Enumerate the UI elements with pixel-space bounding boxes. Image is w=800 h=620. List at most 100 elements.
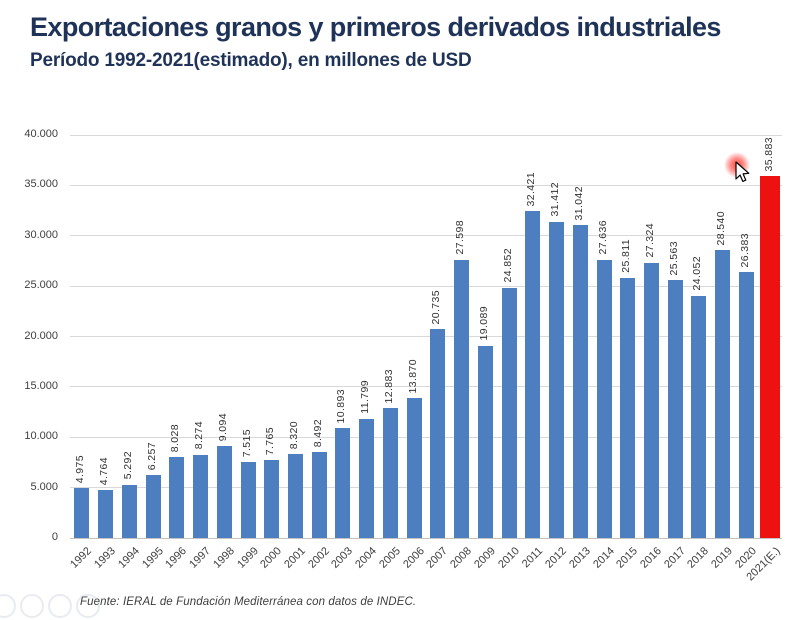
x-tick-label: 2013 [566, 545, 593, 571]
x-tick-label: 2002 [305, 545, 332, 571]
plot-area: 4.975 1992 4.764 1993 5.292 1994 6.257 1995 8.02… [69, 134, 783, 583]
bar-value-label: 10.893 [335, 388, 348, 424]
x-tick-label: 2000 [258, 545, 285, 571]
bar-2012 [549, 221, 565, 538]
bar-1998 [216, 446, 232, 538]
x-tick-label: 2011 [520, 545, 546, 571]
watermark [0, 594, 142, 620]
x-tick-label: 2016 [638, 545, 664, 571]
y-tick-label: 35.000 [24, 178, 58, 191]
gridline [70, 184, 782, 186]
gridline [70, 336, 782, 337]
bar-value-label: 24.852 [501, 248, 514, 283]
bar-value-label: 6.257 [145, 441, 158, 470]
bar-value-label: 31.412 [549, 182, 562, 217]
bar-2000 [264, 459, 280, 538]
bar-value-label: 9.094 [216, 413, 229, 442]
chart-subtitle: Período 1992-2021(estimado), en millones… [30, 50, 472, 71]
gridline [70, 235, 782, 237]
bar-2002 [311, 452, 327, 538]
gridline [70, 487, 782, 489]
gridline [70, 436, 782, 438]
bar-value-label: 27.636 [596, 220, 609, 255]
gridline [70, 386, 782, 388]
bar-1993 [98, 490, 114, 538]
bar-2008 [454, 259, 470, 538]
bar-2006 [406, 398, 422, 538]
bar-1999 [240, 462, 256, 538]
bar-value-label: 25.563 [667, 240, 680, 276]
x-tick-label: 2015 [614, 545, 641, 571]
gridline [70, 134, 782, 136]
bar-1995 [145, 474, 161, 538]
x-tick-label: 1996 [163, 545, 190, 571]
bar-2005 [382, 408, 398, 538]
bar-value-label: 27.598 [454, 220, 467, 255]
bar-value-label: 4.975 [74, 454, 87, 483]
x-tick-label: 2003 [329, 545, 356, 571]
bar-value-label: 25.811 [620, 239, 633, 273]
y-tick-label: 10.000 [24, 430, 58, 443]
bar-value-label: 26.383 [738, 232, 751, 268]
bar-value-label: 19.089 [477, 306, 490, 341]
bar-2010 [501, 287, 517, 538]
bar-value-label: 20.735 [430, 289, 443, 325]
x-tick-label: 2010 [495, 545, 522, 571]
bar-value-label: 24.052 [691, 256, 704, 291]
bar-value-label: 7.765 [264, 426, 277, 455]
x-tick-label: 2012 [543, 545, 570, 571]
y-tick-label: 15.000 [24, 379, 58, 392]
bar-value-label: 31.042 [572, 185, 585, 221]
bar-value-label: 8.274 [193, 421, 206, 450]
bar-chart: 0 5.000 10.000 15.000 20.000 25.000 30.000 35.0… [0, 108, 800, 590]
y-tick-label: 30.000 [24, 228, 58, 241]
bar-value-label: 8.320 [287, 420, 300, 450]
x-tick-label: 2019 [709, 545, 736, 571]
bar-2014 [596, 259, 612, 538]
bar-2009 [477, 345, 493, 538]
x-tick-label: 2005 [377, 545, 403, 571]
bar-value-label: 32.421 [525, 171, 538, 207]
x-tick-label: 1999 [234, 545, 261, 571]
bar-value-label: 8.028 [169, 423, 182, 453]
y-tick-label: 0 [51, 531, 58, 543]
bar-value-label: 35.883 [762, 136, 775, 172]
y-tick-label: 20.000 [24, 329, 58, 342]
x-tick-label: 1994 [116, 545, 142, 571]
bar-1996 [169, 457, 185, 538]
chart-title: Exportaciones granos y primeros derivado… [30, 12, 721, 42]
bar-value-label: 4.764 [98, 456, 111, 486]
source-note: Fuente: IERAL de Fundación Mediterránea … [80, 596, 417, 608]
bar-2004 [359, 419, 375, 538]
bar-2020 [738, 272, 754, 538]
x-tick-label: 2009 [472, 545, 498, 571]
bar-2015 [620, 277, 636, 538]
bar-2021(E.) [760, 176, 781, 538]
x-axis-line [70, 537, 782, 539]
bar-2001 [287, 454, 303, 538]
bar-2011 [525, 211, 541, 538]
x-tick-label: 2017 [661, 545, 688, 571]
x-tick-label: 1993 [92, 545, 119, 571]
x-tick-label: 2001 [282, 545, 308, 571]
x-tick-label: 2014 [590, 545, 617, 571]
bar-1994 [121, 484, 137, 538]
bar-2003 [335, 428, 351, 538]
y-tick-label: 5.000 [30, 480, 58, 493]
bar-value-label: 11.799 [359, 380, 372, 415]
x-tick-label: 2008 [448, 545, 475, 571]
bar-1997 [193, 454, 209, 538]
bar-2017 [667, 280, 683, 538]
bar-value-label: 13.870 [406, 358, 419, 394]
bar-2007 [430, 329, 446, 538]
bar-2016 [643, 262, 659, 538]
x-tick-label: 1998 [210, 545, 237, 571]
gridline [70, 285, 782, 287]
bar-value-label: 28.540 [715, 210, 728, 246]
x-tick-label: 1995 [139, 545, 166, 571]
x-tick-label: 2004 [353, 545, 380, 571]
bar-2018 [691, 295, 707, 538]
bar-2019 [715, 250, 731, 538]
y-tick-label: 25.000 [24, 279, 58, 292]
x-tick-label: 2006 [400, 545, 427, 571]
